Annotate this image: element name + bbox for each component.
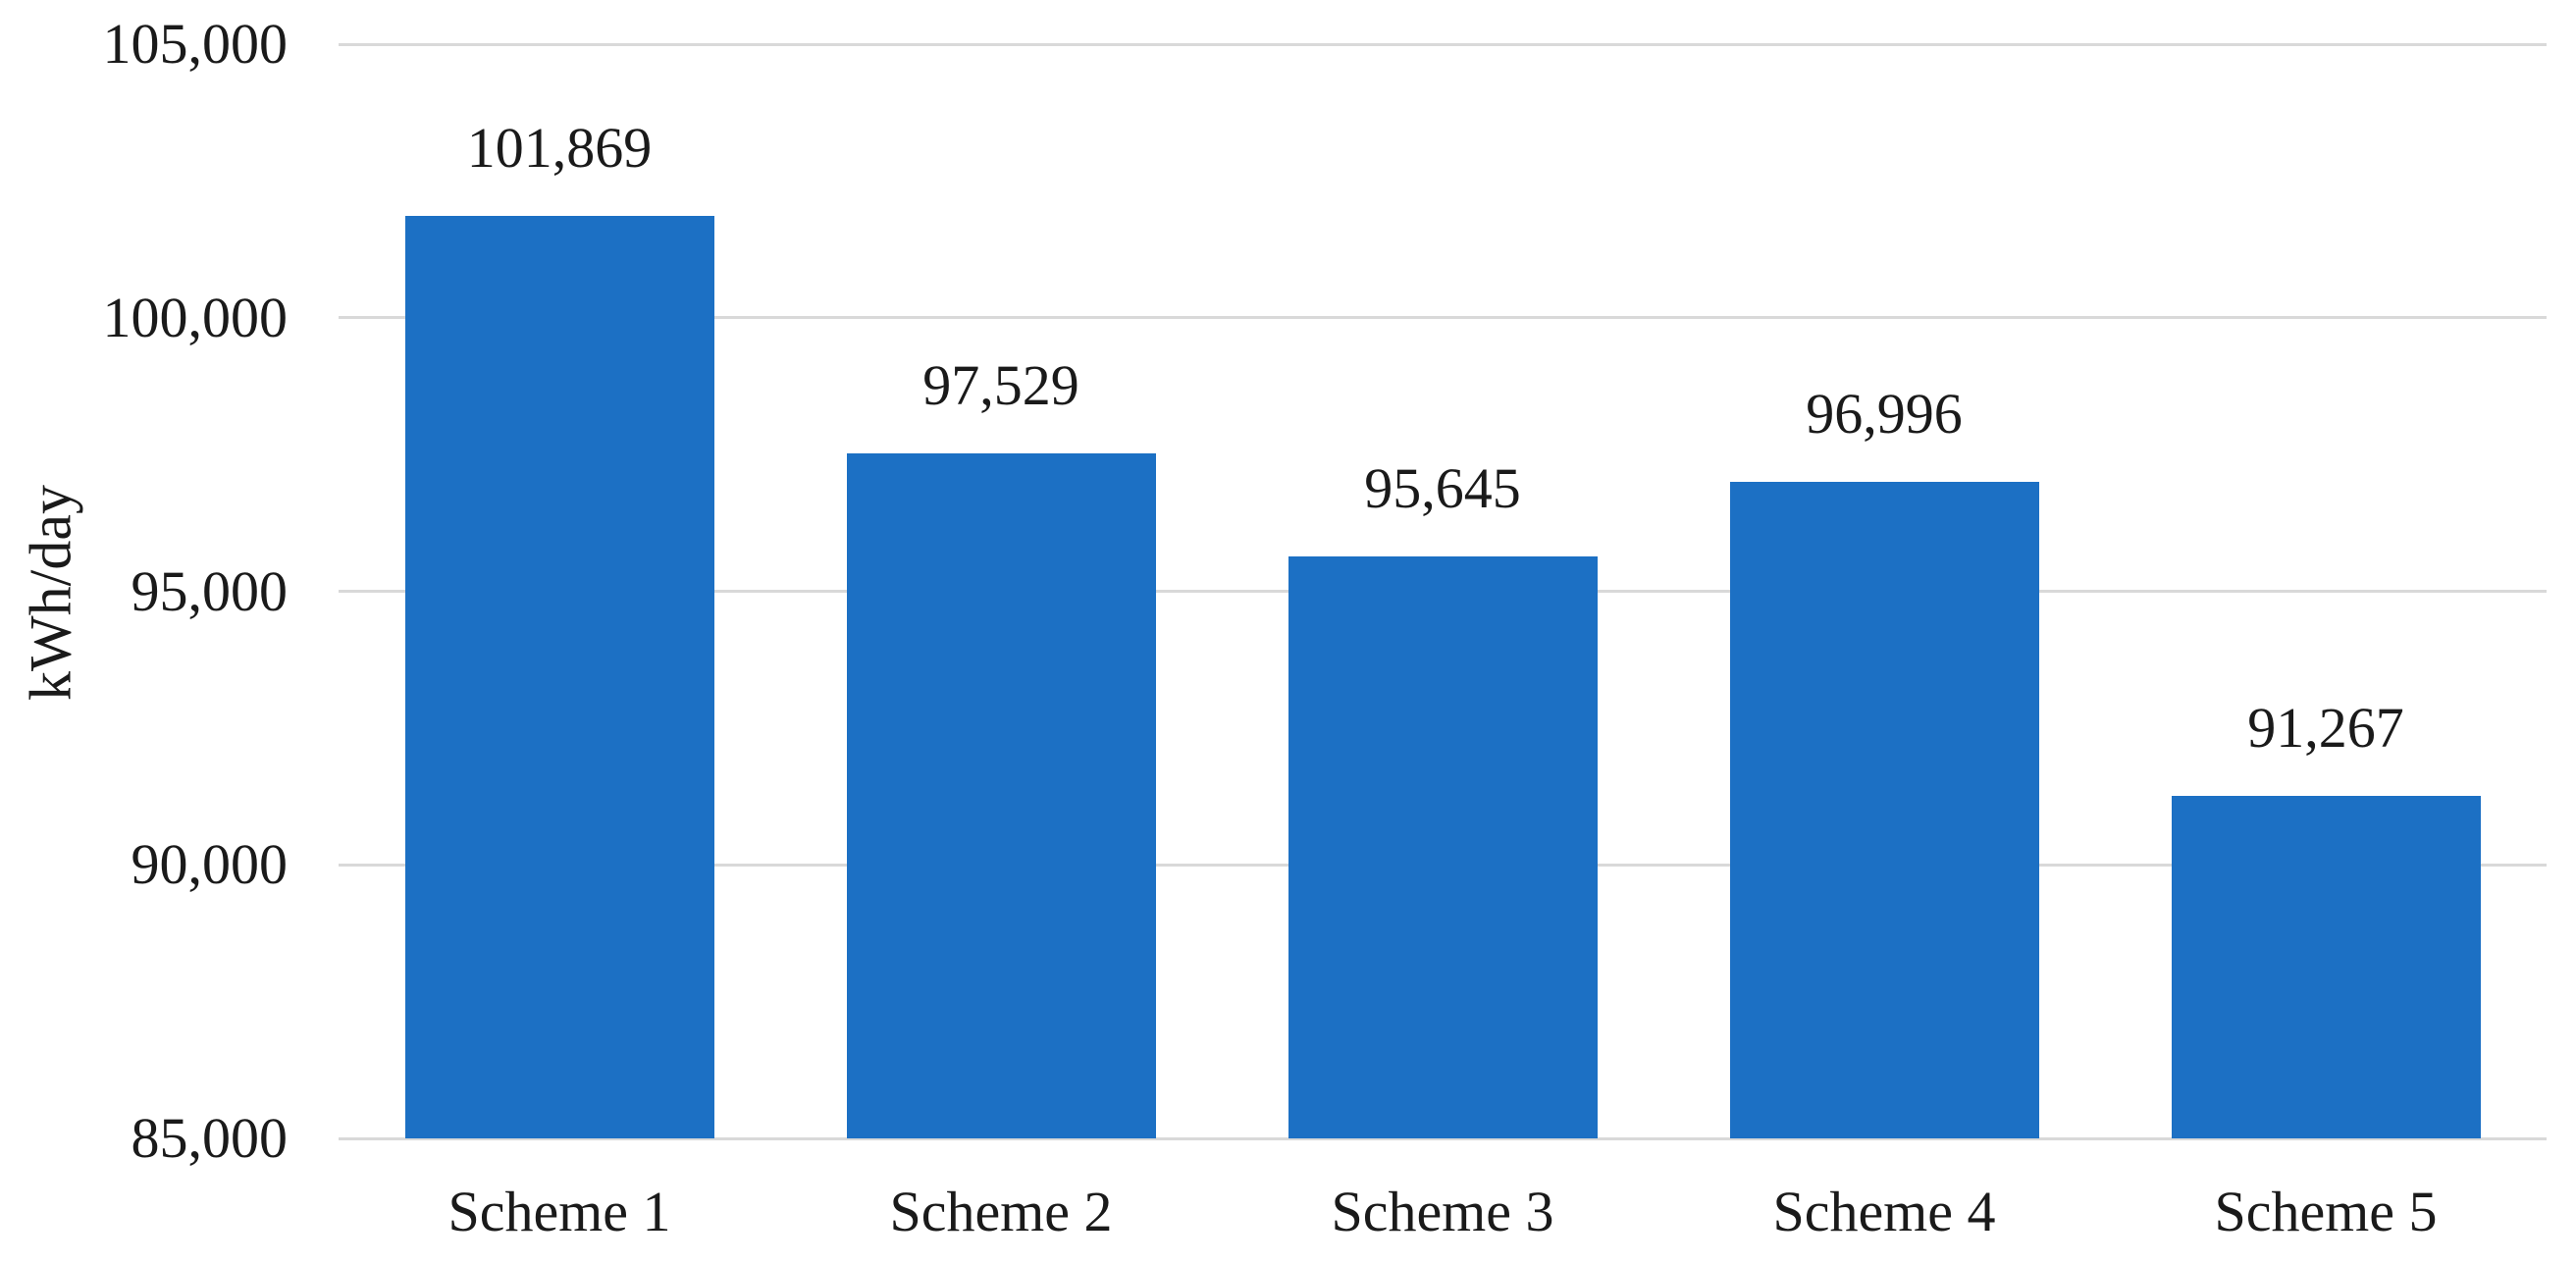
y-tick-label-90000: 90,000: [131, 832, 289, 897]
bar-scheme-1: [404, 215, 714, 1138]
data-label-scheme-3: 95,645: [1364, 455, 1521, 520]
data-label-scheme-1: 101,869: [466, 115, 653, 180]
y-tick-label-100000: 100,000: [102, 285, 289, 349]
data-label-scheme-4: 96,996: [1806, 382, 1963, 447]
bar-scheme-3: [1288, 555, 1598, 1138]
gridline-100000: [339, 316, 2547, 320]
bar-scheme-4: [1729, 482, 2039, 1138]
data-label-scheme-2: 97,529: [922, 352, 1079, 417]
x-axis-line: [339, 1136, 2547, 1140]
x-axis-label-scheme-2: Scheme 2: [889, 1180, 1113, 1243]
x-axis-label-scheme-1: Scheme 1: [447, 1180, 671, 1243]
y-tick-label-85000: 85,000: [131, 1106, 289, 1170]
y-tick-label-95000: 95,000: [131, 558, 289, 623]
data-label-scheme-5: 91,267: [2247, 695, 2404, 760]
y-tick-label-105000: 105,000: [102, 12, 289, 76]
bar-scheme-5: [2171, 795, 2481, 1138]
gridline-105000: [339, 42, 2547, 46]
x-axis-label-scheme-4: Scheme 4: [1772, 1180, 1996, 1243]
x-axis-label-scheme-3: Scheme 3: [1331, 1180, 1554, 1243]
x-axis-label-scheme-5: Scheme 5: [2214, 1180, 2438, 1243]
bar-scheme-2: [846, 452, 1156, 1138]
